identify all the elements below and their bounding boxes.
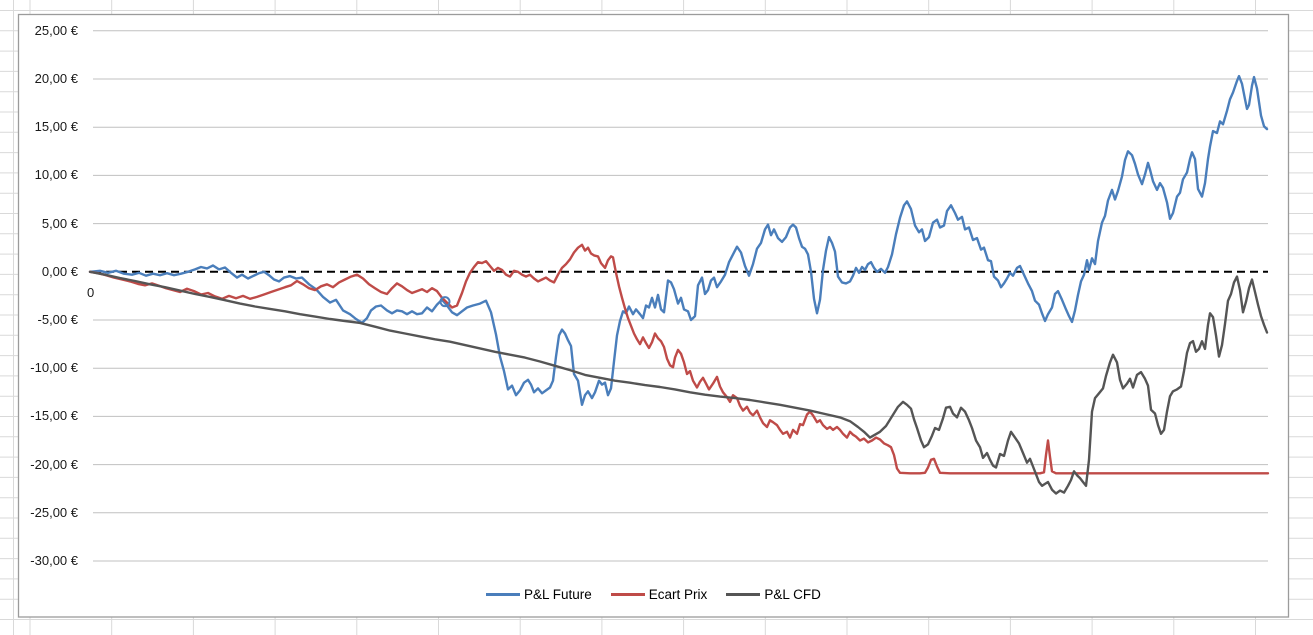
- y-axis-tick-label: -15,00 €: [30, 408, 78, 424]
- chart-area[interactable]: [17, 13, 1290, 618]
- legend-label-pnl-future: P&L Future: [524, 587, 592, 602]
- y-axis-tick-label: -20,00 €: [30, 456, 78, 472]
- y-axis-tick-label: -5,00 €: [37, 312, 78, 327]
- y-axis-tick-label: 20,00 €: [34, 71, 78, 86]
- y-axis-tick-label: 25,00 €: [34, 22, 78, 38]
- legend-swatch-pnl-future: [486, 593, 520, 596]
- y-axis-tick-label: -30,00 €: [30, 553, 78, 568]
- x-axis-origin-label: 0: [87, 285, 95, 300]
- y-axis-tick-label: 10,00 €: [34, 167, 78, 183]
- y-axis-tick-label: 5,00 €: [41, 215, 78, 231]
- legend-item-pnl-cfd[interactable]: P&L CFD: [726, 587, 821, 602]
- legend-swatch-pnl-cfd: [726, 593, 761, 596]
- highlight-point-marker: [439, 296, 451, 308]
- legend-item-pnl-future[interactable]: P&L Future: [486, 587, 592, 602]
- legend-swatch-ecart-prix: [610, 593, 645, 596]
- series-line-ecart-prix: [88, 243, 1270, 475]
- y-axis-tick-label: 0,00 €: [41, 263, 78, 279]
- series-line-p-l-cfd: [88, 270, 1269, 495]
- legend-item-ecart-prix[interactable]: Ecart Prix: [610, 587, 708, 602]
- y-axis-tick-label: -25,00 €: [30, 504, 78, 520]
- y-axis-tick-label: 15,00 €: [34, 119, 78, 135]
- y-axis-tick-label: -10,00 €: [30, 360, 78, 376]
- series-line-p-l-future: [88, 74, 1269, 406]
- legend-label-ecart-prix: Ecart Prix: [648, 587, 708, 602]
- legend-label-pnl-cfd: P&L CFD: [764, 587, 821, 602]
- chart-legend[interactable]: P&L Future Ecart Prix P&L CFD: [486, 587, 821, 602]
